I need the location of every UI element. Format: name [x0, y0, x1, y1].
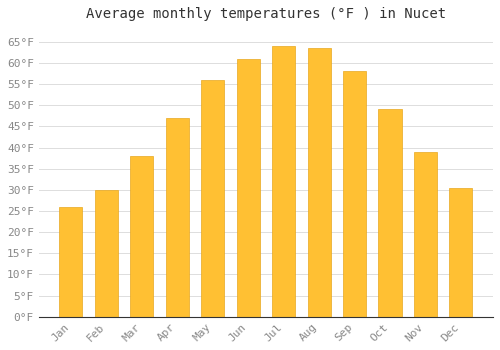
Bar	[236, 59, 260, 317]
Bar	[414, 152, 437, 317]
Bar	[378, 110, 402, 317]
Bar	[272, 46, 295, 317]
Bar	[130, 156, 154, 317]
Bar	[308, 48, 330, 317]
Bar	[95, 190, 118, 317]
Title: Average monthly temperatures (°F ) in Nucet: Average monthly temperatures (°F ) in Nu…	[86, 7, 446, 21]
Bar	[166, 118, 189, 317]
Bar	[201, 80, 224, 317]
Bar	[450, 188, 472, 317]
Bar	[60, 207, 82, 317]
Bar	[343, 71, 366, 317]
